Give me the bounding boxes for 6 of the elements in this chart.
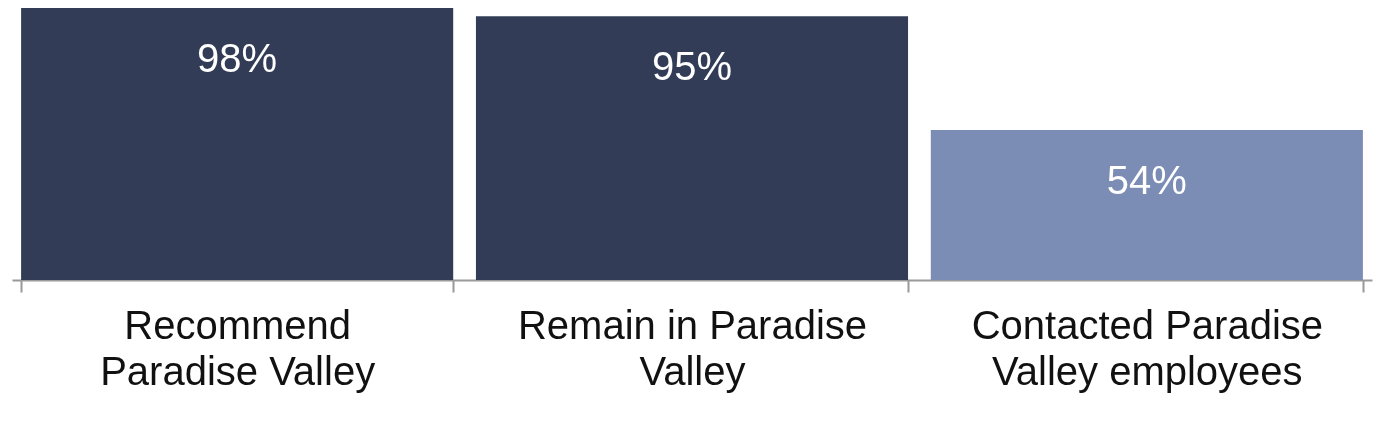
data-label: 95%	[651, 44, 733, 89]
data-label: 54%	[1106, 158, 1187, 203]
x-tick-label: Recommend Paradise Valley	[100, 302, 376, 393]
x-tick-label: Contacted Paradise Valley employees	[971, 302, 1324, 393]
data-label: 98%	[197, 36, 278, 80]
x-tick-label: Remain in Paradise Valley	[517, 302, 868, 393]
